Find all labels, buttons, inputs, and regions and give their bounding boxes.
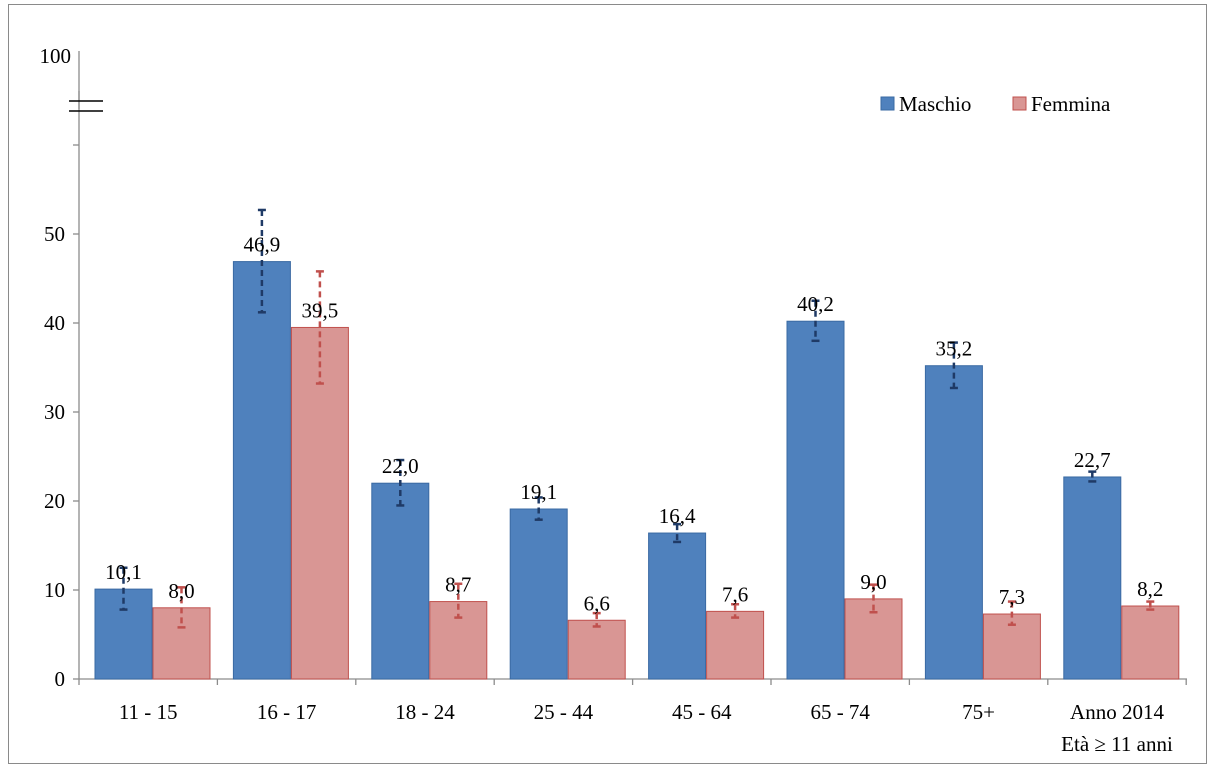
data-label: 16,4 (659, 504, 696, 528)
x-tick-label: Anno 2014 (1070, 700, 1164, 724)
y-tick-label-break: 100 (40, 44, 72, 68)
data-label: 19,1 (520, 480, 557, 504)
data-label: 8,0 (168, 579, 194, 603)
bar-maschio (648, 532, 707, 680)
x-tick-label: 11 - 15 (119, 700, 178, 724)
bar-femmina (706, 610, 765, 680)
data-label: 22,0 (382, 454, 419, 478)
y-tick-label: 50 (44, 222, 65, 246)
bar-chart: 0 10 20 30 40 50 100 11 - 15 16 - 17 18 - 24 25 - … (40, 44, 1187, 756)
bar-maschio (786, 320, 845, 680)
bar-femmina (567, 619, 626, 680)
data-label: 9,0 (860, 570, 886, 594)
legend: Maschio Femmina (880, 92, 1111, 116)
y-tick-label: 20 (44, 489, 65, 513)
bar-maschio (371, 482, 430, 680)
x-tick-label: 18 - 24 (395, 700, 455, 724)
data-label: 8,2 (1137, 577, 1163, 601)
value-labels: 10,1 46,9 22,0 19,1 16,4 40,2 35,2 22,7 8,0 39,5 8… (105, 233, 1163, 616)
axes: 0 10 20 30 40 50 100 11 - 15 16 - 17 18 - 24 25 - … (40, 44, 1187, 756)
y-tick-label: 40 (44, 311, 65, 335)
x-tick-label: 65 - 74 (810, 700, 870, 724)
error-bars (119, 208, 1155, 629)
data-label: 7,6 (722, 582, 748, 606)
bar-femmina (429, 601, 488, 680)
bar-maschio (232, 261, 291, 680)
data-label: 10,1 (105, 560, 142, 584)
data-label: 39,5 (302, 298, 339, 322)
x-tick-label: 45 - 64 (672, 700, 732, 724)
data-label: 46,9 (244, 233, 281, 257)
legend-label-femmina: Femmina (1031, 92, 1111, 116)
x-tick-label: 25 - 44 (534, 700, 594, 724)
data-label: 35,2 (936, 337, 973, 361)
bar-maschio (924, 365, 983, 680)
x-tick-label: 75+ (962, 700, 995, 724)
x-tick-sublabel: Età ≥ 11 anni (1061, 732, 1173, 756)
legend-swatch-maschio (880, 96, 895, 111)
legend-swatch-femmina (1012, 96, 1027, 111)
chart-frame: 0 10 20 30 40 50 100 11 - 15 16 - 17 18 - 24 25 - … (8, 4, 1207, 764)
bar-maschio (509, 508, 568, 680)
bar-femmina (290, 326, 349, 680)
data-label: 8,7 (445, 573, 471, 597)
data-label: 40,2 (797, 292, 834, 316)
data-label: 6,6 (584, 591, 610, 615)
y-tick-label: 30 (44, 400, 65, 424)
bar-maschio (94, 588, 153, 680)
data-label: 7,3 (999, 585, 1025, 609)
data-label: 22,7 (1074, 448, 1111, 472)
x-tick-label: 16 - 17 (257, 700, 317, 724)
bar-femmina (1121, 605, 1180, 680)
bar-femmina (844, 598, 903, 680)
legend-label-maschio: Maschio (899, 92, 971, 116)
bars (94, 261, 1180, 680)
y-tick-label: 10 (44, 578, 65, 602)
y-tick-label: 0 (55, 667, 66, 691)
bar-maschio (1063, 476, 1122, 680)
